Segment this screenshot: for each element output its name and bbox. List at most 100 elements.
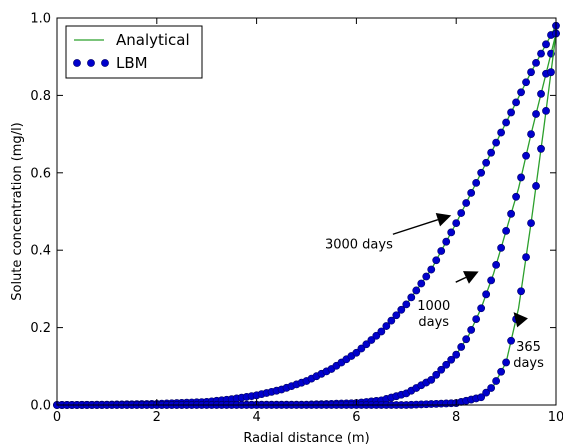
lbm-point xyxy=(457,343,466,351)
annotation-label: days xyxy=(418,315,449,330)
lbm-point xyxy=(437,365,446,374)
lbm-point xyxy=(507,108,515,117)
lbm-point xyxy=(392,311,401,320)
lbm-point xyxy=(522,151,530,160)
y-tick-label: 0.4 xyxy=(30,244,51,259)
lbm-point xyxy=(487,148,496,157)
lbm-point xyxy=(477,304,486,313)
lbm-point xyxy=(527,130,535,138)
legend-entry-analytical: Analytical xyxy=(74,31,190,49)
annotation-label: 1000 xyxy=(417,299,450,314)
lbm-point xyxy=(487,276,496,285)
lbm-point xyxy=(497,243,506,252)
lbm-point xyxy=(517,287,525,296)
x-tick-label: 4 xyxy=(252,410,260,425)
lbm-point xyxy=(507,209,515,218)
legend-label: LBM xyxy=(116,54,148,72)
lbm-point xyxy=(492,377,501,385)
lbm-point xyxy=(477,168,486,177)
legend-marker-swatch xyxy=(87,59,95,67)
lbm-point xyxy=(457,209,466,217)
lbm-point xyxy=(527,68,535,77)
annotation-label: 365 xyxy=(516,340,541,355)
y-tick-label: 0.0 xyxy=(30,399,51,414)
y-tick-label: 0.2 xyxy=(30,321,51,336)
lbm-point xyxy=(517,173,525,182)
lbm-point xyxy=(437,247,446,255)
legend-label: Analytical xyxy=(116,31,190,49)
lbm-point xyxy=(397,305,406,314)
lbm-point xyxy=(442,237,451,246)
x-tick-label: 0 xyxy=(53,410,61,425)
lbm-point xyxy=(532,58,540,67)
plot-background xyxy=(57,18,556,405)
annotation-1: 3000 days xyxy=(325,213,452,252)
lbm-point xyxy=(492,261,501,269)
annotation-label: 3000 days xyxy=(325,237,393,252)
lbm-point xyxy=(532,182,540,190)
lbm-point xyxy=(492,138,501,147)
lbm-point xyxy=(542,40,550,49)
lbm-point xyxy=(517,88,525,97)
legend-box xyxy=(65,25,203,79)
lbm-point xyxy=(432,256,441,265)
lbm-point xyxy=(537,144,545,153)
lbm-point xyxy=(497,128,506,137)
x-tick-label: 8 xyxy=(452,410,460,425)
lbm-point xyxy=(502,226,510,235)
lbm-point xyxy=(502,118,510,127)
lbm-point xyxy=(532,110,540,118)
lbm-point xyxy=(467,189,476,197)
lbm-point xyxy=(432,370,441,379)
lbm-point xyxy=(357,344,366,353)
x-tick-label: 6 xyxy=(352,410,360,425)
legend: Analytical LBM xyxy=(65,25,203,79)
lbm-point xyxy=(427,375,436,384)
lbm-point xyxy=(362,340,371,349)
lbm-point xyxy=(412,286,421,295)
legend-marker-swatch xyxy=(101,59,109,67)
lbm-point xyxy=(547,68,555,77)
axes-frame xyxy=(56,17,557,406)
y-axis-label: Solute concentration (mg/l) xyxy=(10,122,25,301)
lbm-point xyxy=(482,158,491,167)
y-tick-label: 0.6 xyxy=(30,166,51,181)
lbm-point xyxy=(542,106,550,115)
lbm-point xyxy=(377,327,386,336)
x-tick-label: 10 xyxy=(548,410,563,425)
lbm-point xyxy=(522,253,530,262)
lbm-point xyxy=(442,360,451,369)
lbm-point xyxy=(387,316,396,325)
x-axis-label: Radial distance (m) xyxy=(243,431,369,446)
y-tick-label: 0.8 xyxy=(30,89,51,104)
lbm-point xyxy=(537,89,545,98)
lbm-point xyxy=(487,384,496,392)
annotation-arrow-shaft xyxy=(455,276,467,283)
lbm-point xyxy=(497,367,506,376)
annotation-arrow-head xyxy=(463,271,479,284)
lbm-point xyxy=(472,315,481,323)
lbm-point xyxy=(407,293,416,302)
lbm-point xyxy=(447,355,456,364)
lbm-point xyxy=(522,78,530,87)
lbm-point xyxy=(527,219,535,228)
lbm-point xyxy=(452,350,461,359)
annotation-arrow-head xyxy=(435,213,452,227)
lbm-point xyxy=(472,178,481,187)
annotation-label: days xyxy=(513,356,544,371)
lbm-point xyxy=(512,98,520,107)
lbm-point xyxy=(467,326,476,334)
lbm-point xyxy=(372,331,381,340)
plot-area xyxy=(57,18,556,405)
lbm-point xyxy=(482,388,491,397)
lbm-point xyxy=(477,393,486,402)
legend-marker-swatch xyxy=(73,59,81,67)
lbm-point xyxy=(462,199,471,207)
lbm-point xyxy=(462,335,471,344)
annotation-arrow-shaft xyxy=(392,219,439,235)
lbm-point xyxy=(422,272,431,281)
